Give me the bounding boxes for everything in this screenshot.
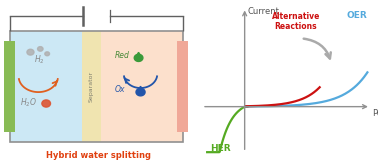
Text: Alternative
Reactions: Alternative Reactions bbox=[272, 12, 320, 31]
Bar bbox=[82, 31, 101, 142]
Bar bbox=[10, 31, 82, 142]
Polygon shape bbox=[134, 54, 143, 61]
Bar bbox=[177, 41, 188, 132]
Polygon shape bbox=[138, 86, 143, 90]
Bar bbox=[101, 31, 183, 142]
Polygon shape bbox=[136, 52, 141, 56]
Text: OER: OER bbox=[347, 11, 367, 20]
Text: Separator: Separator bbox=[88, 71, 94, 102]
Text: Current: Current bbox=[247, 7, 279, 16]
Text: HER: HER bbox=[211, 144, 231, 153]
Circle shape bbox=[27, 49, 34, 55]
Text: Red: Red bbox=[115, 51, 130, 60]
Bar bbox=[10, 31, 183, 142]
Circle shape bbox=[42, 100, 51, 107]
Text: Ox: Ox bbox=[115, 85, 125, 95]
Text: $H_2O$: $H_2O$ bbox=[20, 96, 37, 109]
Bar bbox=[5, 41, 15, 132]
Circle shape bbox=[37, 47, 43, 51]
Circle shape bbox=[45, 52, 50, 56]
Polygon shape bbox=[136, 88, 145, 96]
Text: $H_2$: $H_2$ bbox=[34, 53, 45, 66]
Text: Hybrid water splitting: Hybrid water splitting bbox=[46, 151, 151, 160]
Text: Potential: Potential bbox=[372, 109, 378, 118]
